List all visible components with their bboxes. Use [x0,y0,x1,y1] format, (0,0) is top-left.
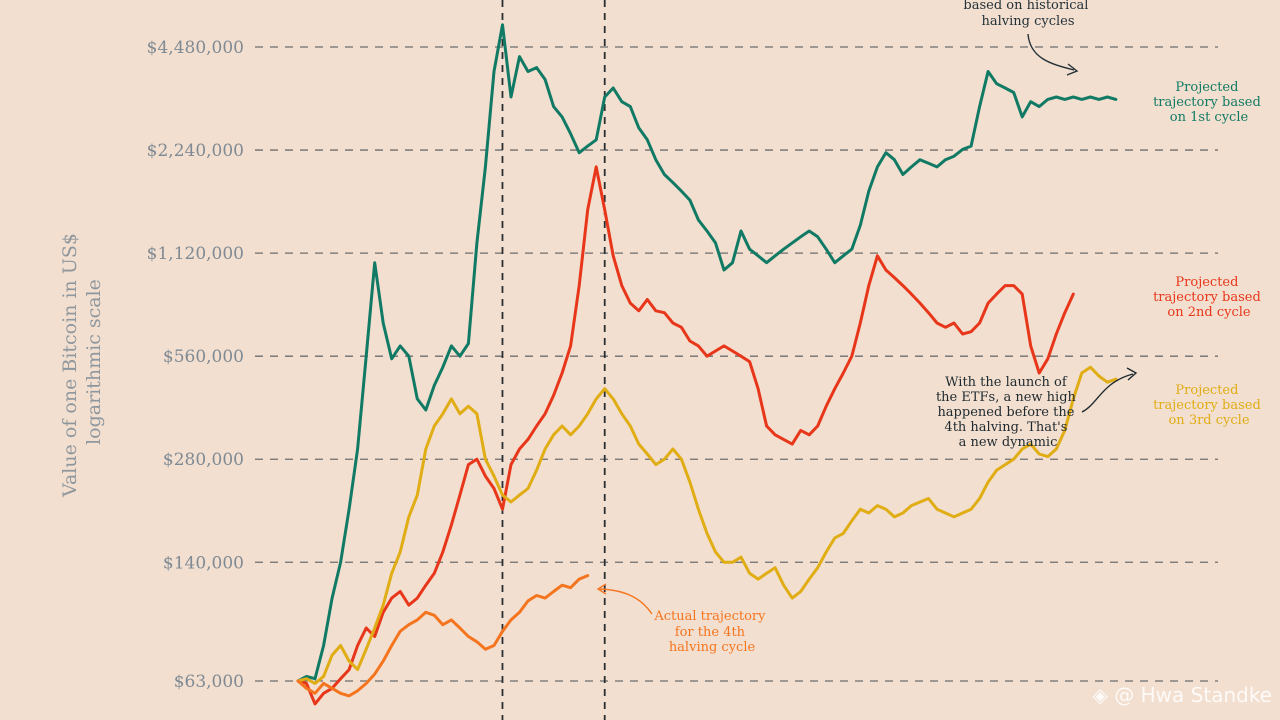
y-axis-label: Value of one Bitcoin in US$ logarithmic … [59,227,105,498]
annotation-arrow-4th [599,588,653,615]
label-4th-cycle: Actual trajectory for the 4th halving cy… [653,609,769,655]
label-1st-cycle: Projected trajectory based on 1st cycle [1153,80,1265,125]
halving-markers [501,0,606,720]
series-lines [296,23,1118,706]
arrowhead-historical [1066,63,1079,76]
series-line-2 [296,165,1075,706]
annotation-arrow-etf [1081,373,1134,413]
label-3rd-cycle: Projected trajectory based on 3rd cycle [1153,383,1265,428]
y-tick-label: $4,480,000 [147,38,244,58]
y-tick-label: $140,000 [163,553,244,573]
y-tick-label: $560,000 [163,347,244,367]
annotation-arrow-historical [1027,33,1075,71]
series-line-4 [296,574,590,698]
y-tick-label: $280,000 [163,450,244,470]
series-line-3 [296,365,1118,685]
watermark: ◈ @ Hwa Standke [1093,683,1272,707]
arrowhead-4th [596,583,607,595]
y-axis-ticks: $63,000 $140,000 $280,000 $560,000 $1,120,00… [147,38,244,692]
y-tick-label: $1,120,000 [147,244,244,264]
grid-lines [255,46,1218,682]
arrowhead-etf [1126,367,1138,381]
annotation-etf: With the launch of the ETFs, a new high … [936,375,1080,450]
y-tick-label: $63,000 [174,672,244,692]
series-line-1 [296,23,1118,683]
annotation-historical: based on historical halving cycles [963,0,1092,29]
y-tick-label: $2,240,000 [147,141,244,161]
label-2nd-cycle: Projected trajectory based on 2nd cycle [1153,275,1265,320]
